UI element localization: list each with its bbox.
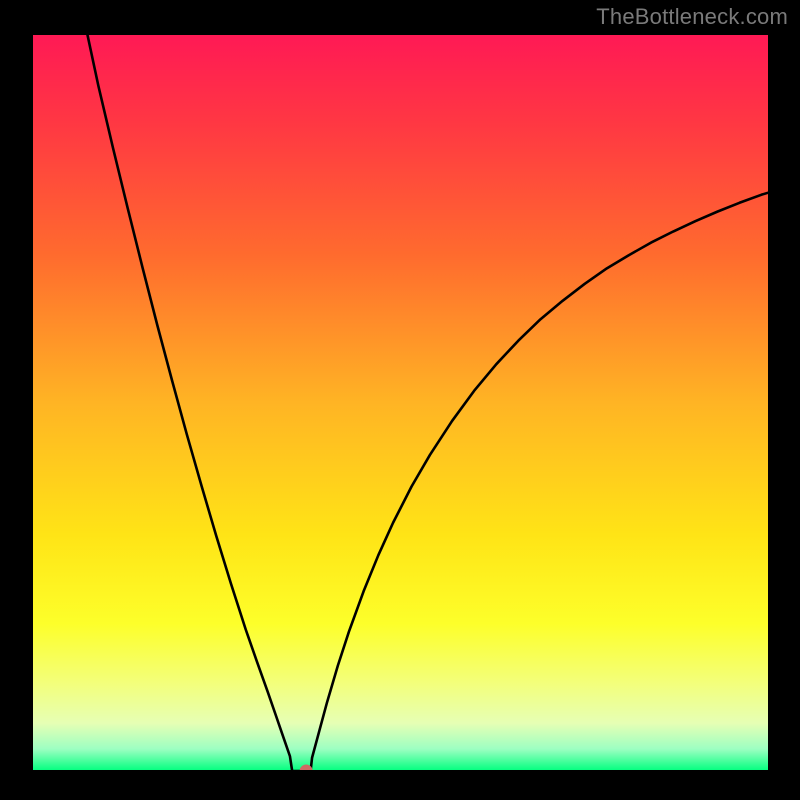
chart-container: TheBottleneck.com: [0, 0, 800, 800]
plot-background-gradient: [32, 34, 769, 771]
watermark-text: TheBottleneck.com: [596, 4, 788, 30]
bottleneck-chart: [0, 0, 800, 800]
